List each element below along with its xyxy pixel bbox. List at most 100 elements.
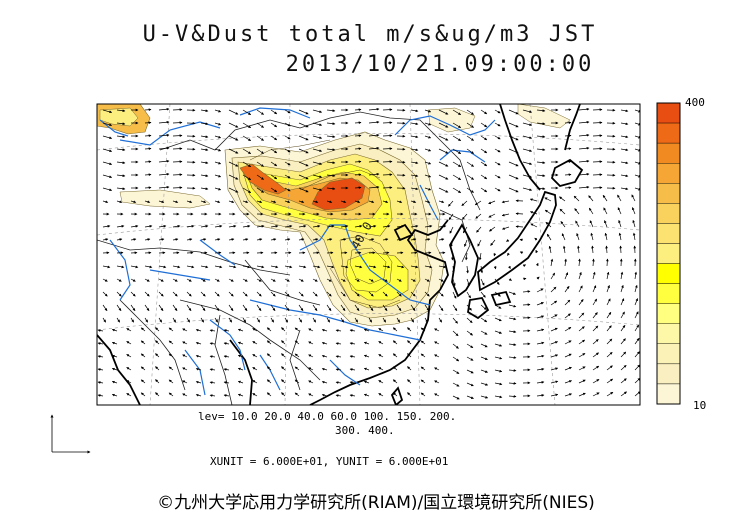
wind-arrow (116, 122, 126, 126)
wind-arrow (480, 317, 488, 323)
wind-arrow (466, 122, 474, 128)
wind-arrow (214, 304, 220, 312)
wind-arrow (592, 339, 599, 345)
wind-arrow (97, 394, 104, 397)
wind-arrow (270, 122, 278, 128)
wind-arrow (424, 122, 432, 126)
wind-arrow (354, 186, 362, 190)
wind-arrow (480, 356, 488, 361)
wind-arrow (494, 122, 501, 127)
wind-arrow (564, 160, 572, 164)
wind-arrow (407, 392, 412, 397)
colorbar-segment (656, 102, 681, 124)
wind-arrow (214, 238, 221, 241)
wind-arrow (195, 367, 202, 371)
wind-arrow (298, 265, 307, 269)
wind-arrow (116, 238, 123, 241)
wind-arrow (529, 198, 538, 202)
wind-arrow (564, 272, 569, 280)
wind-arrow (452, 187, 462, 193)
wind-arrow (308, 367, 314, 371)
wind-arrow (172, 173, 183, 177)
wind-arrow (452, 135, 462, 141)
wind-arrow (252, 380, 258, 384)
wind-arrow (130, 265, 139, 269)
wind-arrow (308, 380, 314, 384)
wind-arrow (466, 109, 474, 115)
wind-arrow (544, 209, 552, 215)
wind-arrow (634, 284, 638, 293)
wind-arrow (592, 160, 603, 164)
wind-arrow (158, 159, 170, 163)
wind-arrow (382, 173, 393, 177)
wind-arrow (466, 382, 474, 387)
wind-arrow (466, 135, 474, 141)
wind-arrow (564, 393, 573, 397)
wind-arrow (284, 291, 290, 297)
wind-arrow (97, 342, 104, 345)
wind-arrow (448, 200, 454, 207)
wind-arrow (298, 109, 309, 115)
wind-arrow (606, 325, 612, 332)
wind-arrow (281, 392, 286, 397)
wind-arrow (308, 328, 314, 332)
wind-arrow (214, 317, 218, 323)
wind-arrow (424, 148, 432, 152)
wind-arrow (172, 108, 183, 112)
wind-arrow (237, 380, 244, 384)
wind-arrow (284, 109, 291, 114)
wind-arrow (172, 304, 178, 312)
wind-arrow (228, 148, 239, 154)
wind-arrow (116, 187, 126, 191)
wind-arrow (186, 291, 192, 297)
wind-arrow (410, 187, 419, 191)
wind-arrow (410, 317, 414, 323)
wind-arrow (326, 200, 333, 204)
wind-arrow (620, 338, 626, 345)
wind-arrow (522, 161, 533, 166)
wind-arrow (480, 265, 484, 274)
wind-arrow (172, 134, 183, 138)
wind-arrow (590, 232, 594, 241)
wind-arrow (281, 340, 286, 345)
wind-arrow (550, 393, 559, 397)
wind-arrow (326, 291, 332, 297)
wind-arrow (620, 109, 629, 113)
wind-arrow (578, 392, 586, 397)
wind-arrow (508, 291, 517, 295)
wind-arrow (424, 174, 432, 178)
colorbar-segment (656, 223, 681, 244)
wind-arrow (382, 278, 388, 282)
wind-arrow (591, 245, 594, 254)
wind-arrow (480, 304, 487, 310)
wind-arrow (130, 238, 137, 241)
copyright-notice: ©九州大学応用力学研究所(RIAM)/国立環境研究所(NIES) (157, 493, 595, 513)
wind-arrow (462, 213, 468, 220)
wind-arrow (466, 317, 473, 324)
wind-arrow (489, 226, 496, 232)
wind-arrow (172, 160, 183, 164)
wind-arrow (522, 277, 527, 281)
wind-arrow (438, 304, 444, 312)
wind-arrow (392, 392, 398, 397)
wind-arrow (451, 252, 454, 261)
wind-arrow (382, 200, 389, 204)
wind-arrow (602, 194, 608, 202)
wind-arrow (452, 148, 462, 154)
wind-arrow (592, 352, 599, 358)
wind-arrow (452, 291, 457, 299)
wind-arrow (620, 174, 629, 178)
wind-arrow (480, 161, 488, 167)
wind-arrow (368, 265, 377, 269)
wind-arrow (407, 327, 412, 332)
wind-arrow (200, 187, 209, 191)
wind-arrow (464, 239, 468, 247)
wind-arrow (223, 342, 230, 345)
wind-arrow (592, 285, 597, 293)
wind-arrow (284, 187, 291, 192)
wind-arrow (480, 382, 489, 386)
wind-arrow (461, 200, 468, 207)
wind-arrow (321, 380, 328, 384)
wind-arrow (410, 200, 417, 204)
wind-arrow (326, 304, 332, 312)
